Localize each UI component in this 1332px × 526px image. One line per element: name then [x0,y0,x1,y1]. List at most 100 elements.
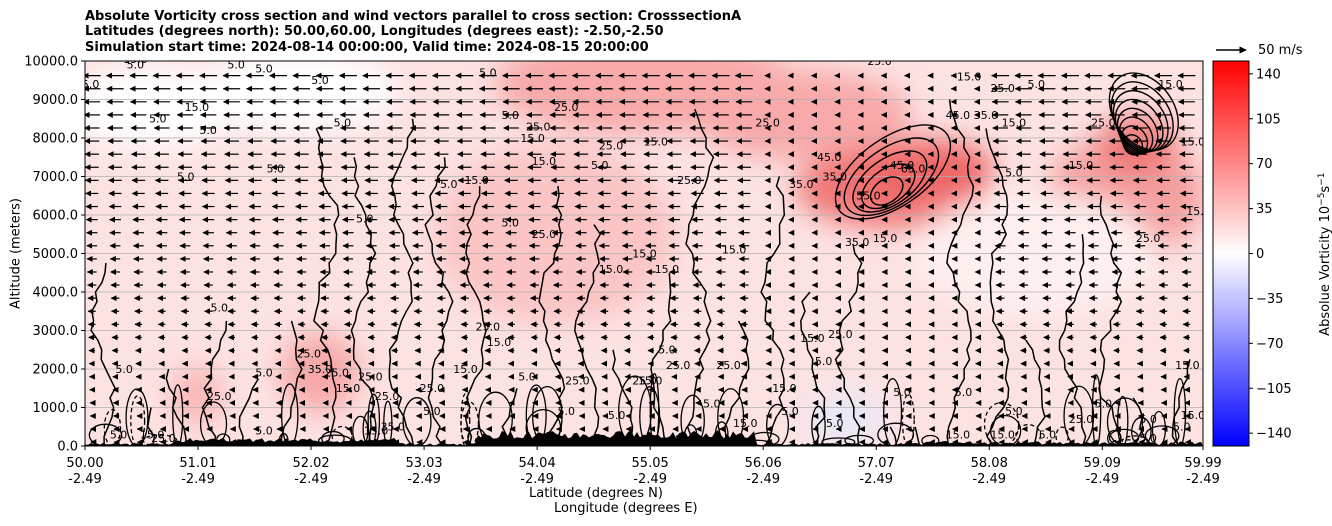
vorticity-contour [90,263,116,446]
contour-label: 15.0 [800,332,825,345]
vorticity-contour [279,320,303,446]
y-tick-label: 0.0 [57,440,78,455]
colorbar-label-text: Absolue Vorticity 10 [1318,205,1332,336]
vorticity-contour [350,157,377,446]
contour-label: 5.0 [1028,78,1046,91]
contour-label: 15.0 [990,428,1015,441]
colorbar-tick-label: −105 [1256,382,1292,397]
y-tick-label: 4000.0 [33,286,79,301]
x-tick-label-lon: -2.49 [746,472,780,487]
contour-label: 15.0 [1069,159,1094,172]
contour-label: 5.0 [356,213,374,226]
contour-labels: 5.0 5.0 15.0 5.0 5.0 15.0 5.0 5.0 5.0 5.0 5.0 5.0 5.… [82,59,1206,445]
contour-label: 15.0 [1175,359,1200,372]
contour-label: 25.0 [990,82,1015,95]
vorticity-contour [199,401,228,446]
vorticity-contour [985,128,1010,446]
x-tick-label-lon: -2.49 [633,472,667,487]
contour-label: 5.0 [267,163,285,176]
contour-label: 25.0 [358,371,383,384]
contour-label: 5.0 [1005,405,1023,418]
colorbar-tick-label: −70 [1256,337,1283,352]
contour-label: 5.0 [826,417,844,430]
contour-label: 5.0 [255,424,273,437]
colorbar-tick-label: 140 [1256,67,1281,82]
contour-label: 15.0 [957,70,982,83]
vorticity-contour [1091,374,1102,446]
contour-label: 15.0 [722,244,747,257]
contour-label: 25.0 [375,390,400,403]
contour-label: 5.0 [479,66,497,79]
contour-label: 5.0 [440,178,458,191]
contour-label: 5.0 [1139,432,1157,445]
contour-label: 25.0 [828,328,853,341]
contour-label: 25.0 [677,174,702,187]
contour-label: 15.0 [599,263,624,276]
contour-label: 25.0 [207,390,232,403]
vorticity-contour [424,157,454,446]
vorticity-contour [331,425,353,446]
contour-label: 35.0 [974,109,999,122]
vorticity-contour [574,224,602,446]
colorbar-tick-label: 0 [1256,247,1264,262]
contour-label: 15.0 [1181,136,1206,149]
chart-title-line-2: Latitudes (degrees north): 50.00,60.00, … [85,24,664,39]
contour-label: 5.0 [227,59,245,72]
vorticity-contour [649,373,660,446]
contour-label: 15.0 [453,363,478,376]
contour-label: 5.0 [502,217,520,230]
y-tick-label: 9000.0 [33,93,79,108]
y-tick-label: 3000.0 [33,324,79,339]
y-tick-label: 10000.0 [24,55,78,70]
vorticity-contour [460,393,471,446]
contour-label: 25.0 [325,367,350,380]
contour-label: 25.0 [666,359,691,372]
contour-label: 25.0 [297,347,322,360]
contour-label: 15.0 [140,428,165,441]
vorticity-contour [352,415,369,446]
x-tick-label-lon: -2.49 [294,472,328,487]
vorticity-contour [921,434,940,446]
x-tick-label-lon: -2.49 [68,472,102,487]
x-tick-label-lat: 59.09 [1084,456,1121,471]
vorticity-contour [238,378,260,446]
contour-label: 35.0 [823,170,848,183]
vorticity-contour [901,393,915,446]
x-tick-label-lat: 58.08 [971,456,1008,471]
colorbar-tick-label: 35 [1256,202,1273,217]
x-tick-label-lon: -2.49 [859,472,893,487]
contour-label: 5.0 [893,386,911,399]
contour-label: 15.0 [336,382,361,395]
vorticity-contour [172,384,184,446]
colorbar: 140 105 70 35 0 −35 −70 −105 −140 [1212,60,1292,447]
contour-label: 65.0 [901,163,926,176]
x-tick-label-lon: -2.49 [407,472,441,487]
x-tick-label-lat: 57.07 [858,456,895,471]
contour-label: 5.0 [815,355,833,368]
contour-label: 45.0 [890,159,915,172]
contour-label: 15.0 [772,382,797,395]
contour-label: 5.0 [557,405,575,418]
vorticity-contour [869,176,904,206]
vorticity-contour [362,410,377,446]
x-tick-label-lon: -2.49 [181,472,215,487]
vorticity-contour [844,434,875,446]
contour-label: 5.0 [82,78,100,91]
colorbar-tick-label: −140 [1256,427,1292,442]
y-tick-label: 1000.0 [33,401,79,416]
contour-label: 25.0 [1091,116,1116,129]
vorticity-contour [834,124,952,220]
x-tick-label-lon: -2.49 [972,472,1006,487]
contour-label: 35.0 [789,178,814,191]
contour-label: 15.0 [655,263,680,276]
vorticity-contour [1144,425,1180,446]
vorticity-contour [103,408,122,446]
colorbar-gradient [1212,60,1250,447]
contour-label: 5.0 [311,74,329,87]
vorticity-contour [1112,90,1169,153]
x-tick-label-lon: -2.49 [520,472,554,487]
contour-label: 35.0 [845,236,870,249]
vorticity-contour [611,349,634,446]
contour-label: 5.0 [177,170,195,183]
